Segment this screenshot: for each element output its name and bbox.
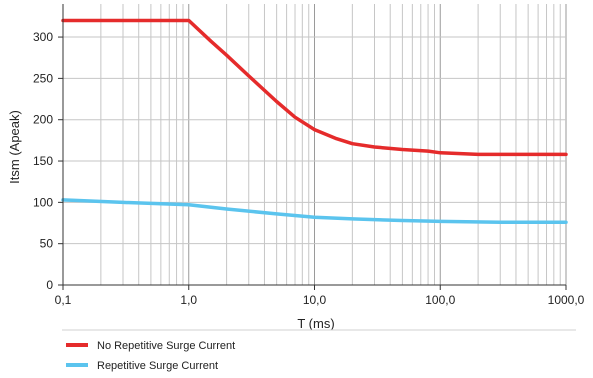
series-layer — [61, 18, 568, 224]
series-line — [61, 198, 568, 224]
axes — [58, 4, 567, 290]
y-tick-label: 250 — [33, 71, 53, 85]
y-tick-label: 150 — [33, 154, 53, 168]
tick-labels: 0 50 100 150 200 250 300 0,1 1,0 10,0 100,0 1000,0 — [33, 30, 585, 307]
y-tick-label: 50 — [40, 237, 54, 251]
x-tick-label: 10,0 — [303, 293, 327, 307]
y-tick-label: 0 — [46, 278, 53, 292]
x-axis-title: T (ms) — [297, 316, 334, 331]
x-tick-label: 1000,0 — [548, 293, 585, 307]
legend: No Repetitive Surge Current Repetitive Su… — [66, 340, 235, 372]
series-line — [61, 18, 568, 157]
x-tick-label: 1,0 — [180, 293, 197, 307]
legend-label: Repetitive Surge Current — [97, 360, 218, 372]
y-axis-title: Itsm (Apeak) — [7, 110, 22, 184]
legend-label: No Repetitive Surge Current — [97, 340, 235, 352]
y-tick-label: 300 — [33, 30, 53, 44]
y-tick-label: 100 — [33, 195, 53, 209]
y-tick-label: 200 — [33, 113, 53, 127]
x-tick-label: 0,1 — [55, 293, 72, 307]
grid — [62, 4, 567, 285]
x-tick-label: 100,0 — [425, 293, 455, 307]
